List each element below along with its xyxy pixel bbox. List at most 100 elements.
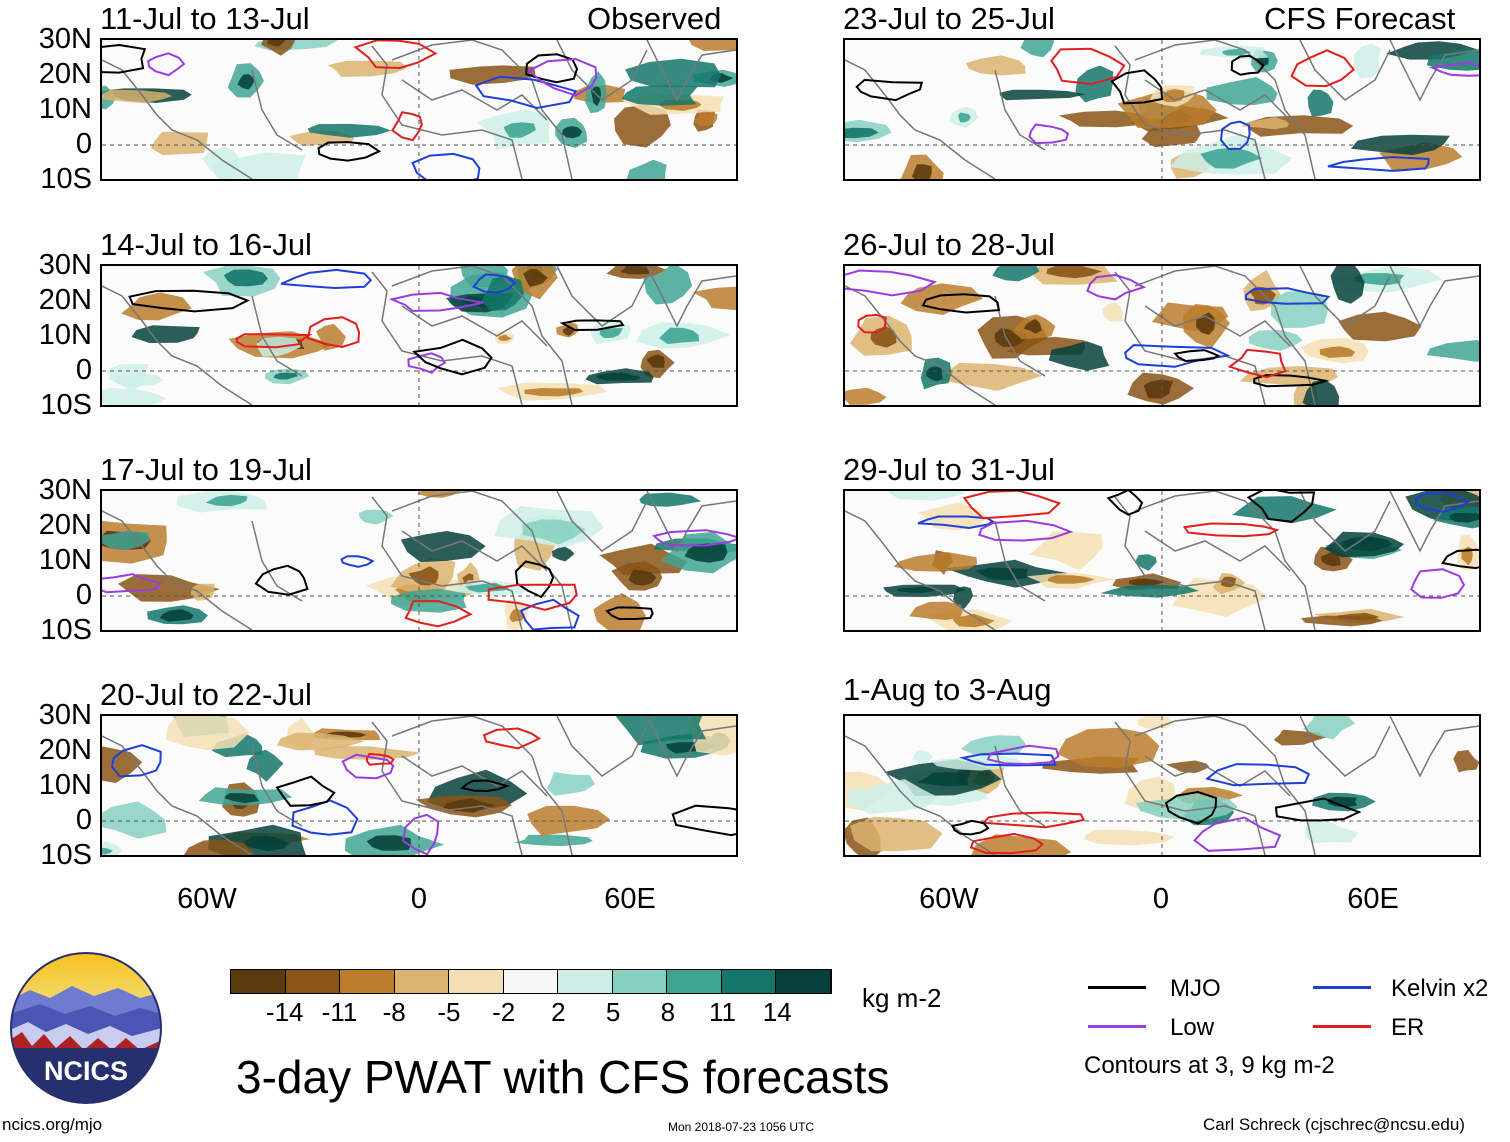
colorbar-swatch bbox=[285, 970, 341, 993]
colorbar-swatch bbox=[721, 970, 777, 993]
coastline bbox=[646, 266, 736, 328]
anomaly-shading-core bbox=[620, 266, 650, 275]
coastline bbox=[401, 755, 548, 797]
lon-label: 0 bbox=[410, 883, 428, 915]
anomaly-shading bbox=[1165, 760, 1210, 774]
coastline bbox=[845, 735, 996, 855]
anomaly-shading-core bbox=[1342, 536, 1393, 552]
legend-label-mjo: MJO bbox=[1170, 975, 1221, 1002]
coastline bbox=[994, 520, 1046, 602]
anomaly-shading bbox=[514, 834, 593, 847]
anomaly-shading-core bbox=[958, 112, 971, 123]
lat-label: 30N bbox=[38, 474, 92, 506]
coastline bbox=[1144, 755, 1291, 797]
anomaly-shading bbox=[1338, 311, 1422, 342]
anomaly-shading-core bbox=[1354, 273, 1405, 286]
anomaly-shading bbox=[1453, 750, 1479, 773]
anomaly-shading bbox=[307, 123, 392, 138]
pwat-anomaly-map bbox=[845, 266, 1479, 405]
anomaly-shading bbox=[1020, 40, 1054, 58]
wave-contour bbox=[857, 313, 887, 334]
wave-contour bbox=[671, 804, 736, 837]
coastline bbox=[251, 69, 303, 151]
wave-contour bbox=[917, 515, 995, 530]
coastline bbox=[845, 510, 996, 630]
panel-title: 14-Jul to 16-Jul bbox=[100, 227, 312, 262]
anomaly-shading-core bbox=[1046, 266, 1102, 279]
coastline bbox=[102, 59, 253, 179]
panel-title: 20-Jul to 22-Jul bbox=[100, 677, 312, 712]
anomaly-shading bbox=[165, 716, 250, 751]
anomaly-shading bbox=[1048, 341, 1110, 371]
anomaly-shading bbox=[626, 159, 667, 179]
coastline bbox=[646, 491, 736, 553]
lon-label: 0 bbox=[1152, 883, 1170, 915]
colorbar-tick-label: 5 bbox=[605, 997, 621, 1027]
colorbar-swatch bbox=[667, 970, 722, 993]
anomaly-shading-core bbox=[646, 354, 665, 368]
coastline bbox=[1144, 305, 1291, 347]
lat-label: 10N bbox=[38, 544, 92, 576]
wave-contour bbox=[482, 727, 542, 750]
anomaly-shading bbox=[689, 40, 736, 51]
map-panel bbox=[843, 264, 1481, 407]
anomaly-shading bbox=[614, 104, 671, 148]
anomaly-shading bbox=[314, 746, 422, 760]
wave-contour bbox=[1244, 287, 1331, 305]
colorbar-units: kg m-2 bbox=[862, 983, 942, 1013]
anomaly-shading-core bbox=[1319, 346, 1356, 358]
wave-contour bbox=[962, 491, 1062, 520]
wave-contour bbox=[559, 319, 625, 332]
coastline bbox=[1114, 496, 1266, 630]
colorbar-tick-label: 14 bbox=[762, 997, 792, 1027]
coastline bbox=[391, 266, 573, 405]
anomaly-shading-core bbox=[466, 582, 510, 593]
coastline bbox=[994, 69, 1046, 151]
anomaly-shading bbox=[190, 583, 215, 601]
wave-contour bbox=[102, 573, 162, 594]
anomaly-shading bbox=[1307, 89, 1334, 117]
anomaly-shading bbox=[1301, 615, 1383, 627]
coastline bbox=[1299, 266, 1391, 327]
anomaly-shading bbox=[693, 112, 718, 126]
pwat-anomaly-map bbox=[102, 716, 736, 855]
panel-source-label: CFS Forecast bbox=[1264, 1, 1456, 36]
wave-contour bbox=[1246, 491, 1316, 523]
colorbar-tick-label: 2 bbox=[551, 997, 566, 1027]
wave-contour bbox=[487, 583, 578, 611]
wave-contour bbox=[472, 273, 517, 294]
wave-contour bbox=[652, 529, 736, 547]
coastline bbox=[1389, 266, 1479, 328]
wave-contour bbox=[280, 268, 373, 290]
anomaly-shading bbox=[966, 55, 1026, 76]
wave-contour bbox=[146, 52, 186, 77]
anomaly-shading bbox=[912, 749, 933, 764]
anomaly-shading bbox=[1232, 496, 1337, 524]
map-panel bbox=[100, 489, 738, 632]
colorbar-tick-label: -5 bbox=[437, 997, 461, 1027]
colorbar-swatch bbox=[340, 970, 395, 993]
coastline bbox=[102, 510, 253, 630]
footer-url[interactable]: ncics.org/mjo bbox=[2, 1115, 103, 1134]
anomaly-shading bbox=[593, 593, 646, 630]
wave-contour bbox=[411, 152, 481, 179]
anomaly-shading bbox=[114, 373, 164, 387]
anomaly-shading-core bbox=[563, 326, 575, 336]
anomaly-shading bbox=[211, 733, 263, 758]
anomaly-shading bbox=[150, 131, 209, 156]
wave-contour bbox=[845, 269, 938, 297]
anomaly-shading bbox=[1084, 829, 1176, 846]
colorbar-swatch bbox=[612, 970, 668, 993]
colorbar-tick-label: -8 bbox=[382, 997, 406, 1027]
wave-contour bbox=[388, 291, 484, 312]
footer-credit: Carl Schreck (cjschrec@ncsu.edu) bbox=[1203, 1115, 1465, 1134]
anomaly-shading-core bbox=[1143, 379, 1174, 399]
legend-swatch-er bbox=[1313, 1025, 1371, 1028]
pwat-anomaly-map bbox=[102, 40, 736, 179]
coastline bbox=[391, 491, 573, 630]
coastline bbox=[1114, 45, 1266, 179]
wave-contour bbox=[291, 799, 359, 836]
lon-label: 60E bbox=[604, 883, 656, 915]
coastline bbox=[251, 295, 303, 377]
anomaly-shading bbox=[846, 779, 939, 814]
